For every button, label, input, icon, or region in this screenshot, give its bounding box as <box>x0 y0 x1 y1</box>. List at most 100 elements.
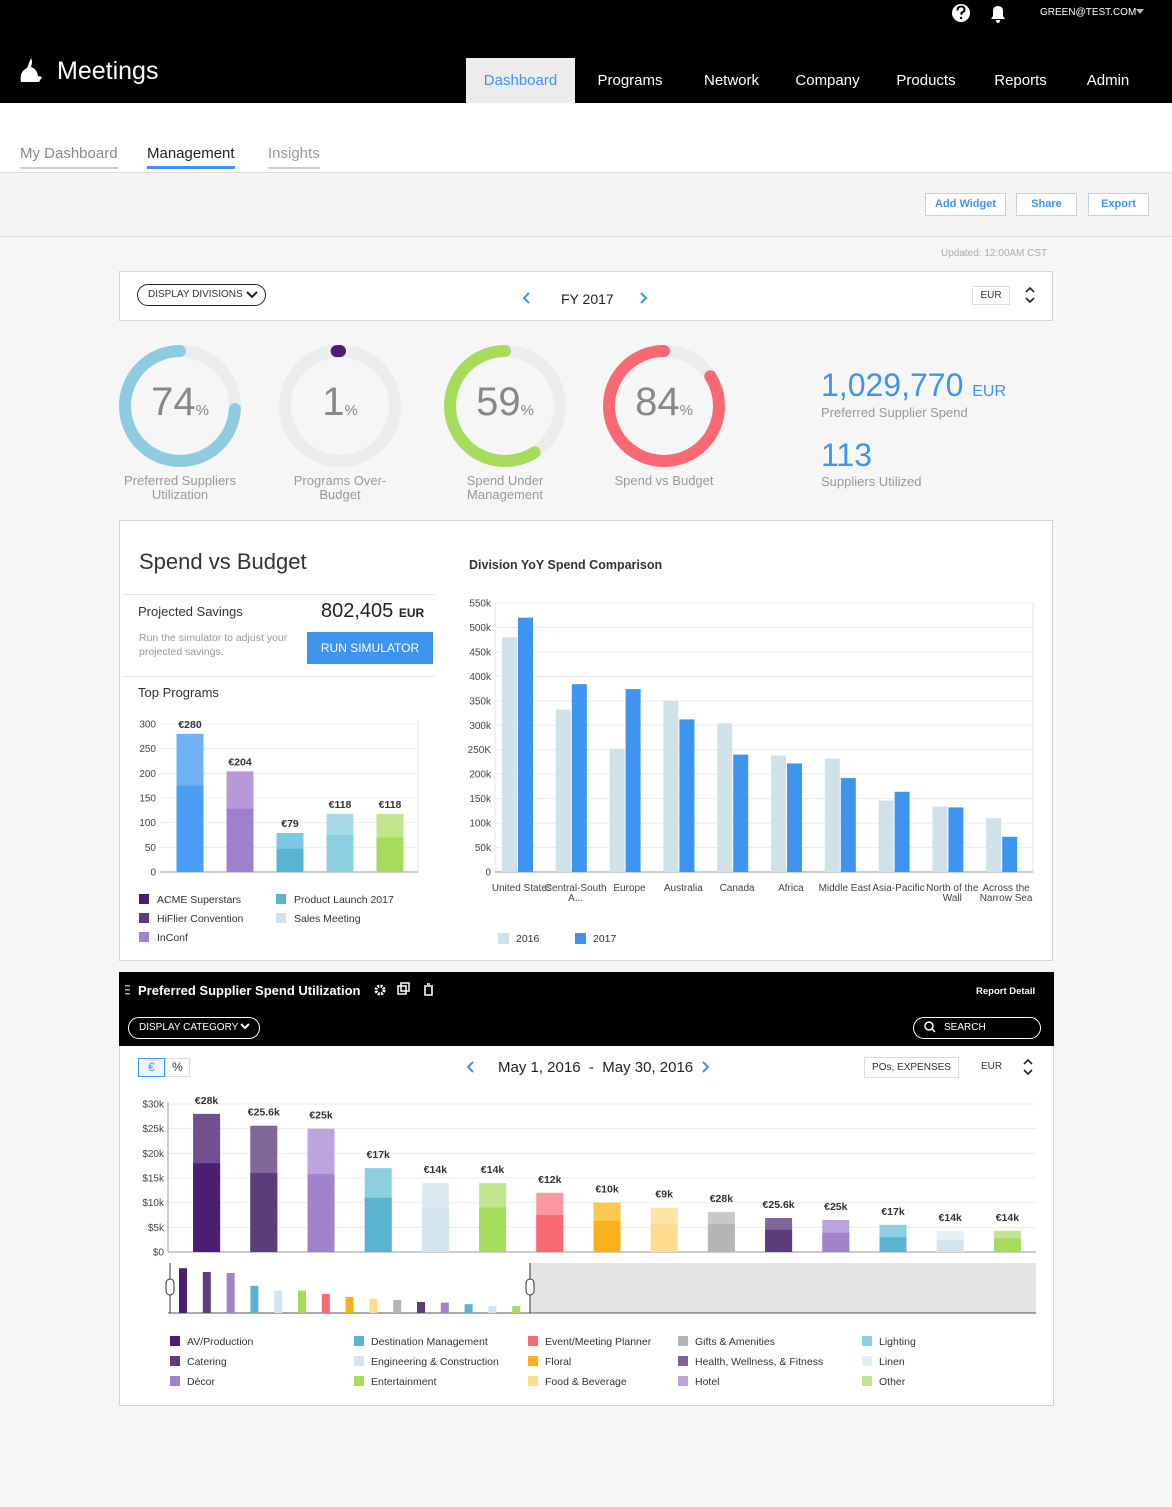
grip <box>125 993 130 995</box>
trash-icon[interactable] <box>424 983 433 996</box>
y-tick-label: 250K <box>468 745 492 756</box>
value-label: €14k <box>939 1212 963 1224</box>
bar-segment <box>276 848 304 872</box>
legend-swatch <box>354 1356 364 1366</box>
savings-value: 802,405 <box>321 600 394 622</box>
subtab[interactable]: My Dashboard <box>20 145 118 169</box>
subtab[interactable]: Insights <box>268 145 320 169</box>
bar <box>717 723 733 872</box>
legend-swatch <box>678 1336 688 1346</box>
legend-swatch <box>528 1356 538 1366</box>
overview-bar <box>440 1302 449 1313</box>
legend-swatch <box>354 1336 364 1346</box>
y-tick-label: 0 <box>485 868 491 879</box>
kpi-unit: % <box>679 402 693 419</box>
y-tick-label: 150k <box>469 794 492 805</box>
user-caret[interactable] <box>1136 9 1144 14</box>
display-divisions[interactable]: DISPLAY DIVISIONS <box>137 284 266 306</box>
y-tick-label: 550k <box>469 599 492 610</box>
next-arrow[interactable] <box>640 292 648 304</box>
nav-tab[interactable]: Programs <box>577 58 683 103</box>
value-label: €10k <box>595 1184 619 1196</box>
bar <box>663 700 679 872</box>
y-tick-label: 500k <box>469 623 492 634</box>
nav-tab[interactable]: Reports <box>977 58 1064 103</box>
subtab-active[interactable]: Management <box>147 145 235 169</box>
add-widget-button[interactable]: Add Widget <box>925 193 1006 216</box>
legend-swatch <box>170 1336 180 1346</box>
chart-title: Division YoY Spend Comparison <box>469 558 663 572</box>
supplier-header <box>119 972 1054 1046</box>
legend-swatch <box>528 1376 538 1386</box>
y-tick-label: 0 <box>150 868 156 879</box>
overview-bar <box>345 1297 354 1313</box>
gear-icon[interactable] <box>374 984 386 996</box>
brush-handle[interactable] <box>525 1278 535 1296</box>
search-icon[interactable] <box>924 1021 934 1031</box>
currency-stepper[interactable] <box>1025 286 1035 304</box>
y-tick-label: 100 <box>139 818 156 829</box>
prev-arrow[interactable] <box>522 292 530 304</box>
run-simulator-button[interactable]: RUN SIMULATOR <box>307 632 433 664</box>
copy-icon[interactable] <box>397 985 407 995</box>
bar <box>518 617 533 872</box>
kpi-center: 1% <box>290 380 390 425</box>
nav-tab[interactable]: Dashboard <box>466 58 575 103</box>
legend-label: Sales Meeting <box>294 913 361 925</box>
legend-label: Health, Wellness, & Fitness <box>695 1356 823 1368</box>
kpi-unit: % <box>344 402 358 419</box>
y-tick-label: 250 <box>139 744 156 755</box>
toggle-percent[interactable]: % <box>165 1058 190 1077</box>
legend-label: Product Launch 2017 <box>294 894 394 906</box>
value-label: €25.6k <box>763 1199 795 1211</box>
overview-bar <box>369 1298 378 1313</box>
legend-swatch <box>139 932 149 942</box>
source-filter[interactable]: POs, EXPENSES <box>864 1057 959 1078</box>
value-label: €25k <box>824 1201 848 1213</box>
x-tick-label: Across the Narrow Sea <box>979 883 1033 904</box>
display-category[interactable]: DISPLAY CATEGORY <box>128 1017 260 1039</box>
y-tick-label: 300k <box>469 721 492 732</box>
currency[interactable]: EUR <box>981 1061 1003 1072</box>
bar <box>771 755 786 872</box>
nav-tab[interactable]: Admin <box>1066 58 1150 103</box>
bar <box>555 709 571 872</box>
overview-bar <box>464 1304 473 1313</box>
legend-swatch <box>276 894 286 904</box>
brush-handle[interactable] <box>165 1278 175 1296</box>
grip[interactable] <box>125 985 130 987</box>
nav-tab[interactable]: Network <box>686 58 777 103</box>
legend-label: 2017 <box>593 933 617 945</box>
prev-arrow[interactable] <box>466 1061 474 1073</box>
y-tick-label: 200k <box>469 770 492 781</box>
legend-swatch <box>678 1376 688 1386</box>
legend-swatch <box>139 894 149 904</box>
share-button[interactable]: Share <box>1016 193 1077 216</box>
report-detail-link[interactable]: Report Detail <box>976 986 1036 997</box>
bell-icon[interactable] <box>991 6 1005 23</box>
legend-swatch <box>862 1336 872 1346</box>
search-box[interactable]: SEARCH <box>913 1017 1041 1039</box>
dropdown-caret[interactable] <box>240 1023 250 1030</box>
nav-tab[interactable]: Company <box>780 58 875 103</box>
currency[interactable]: EUR <box>972 286 1010 305</box>
bar <box>948 807 964 872</box>
x-tick-label: Africa <box>778 883 804 894</box>
value-label: €280 <box>178 719 202 731</box>
bar-segment <box>593 1220 621 1252</box>
kpi-center: 59% <box>455 380 555 425</box>
legend-label: Food & Beverage <box>545 1376 627 1388</box>
toggle-euro[interactable]: € <box>138 1058 165 1077</box>
y-tick-label: $25k <box>142 1124 165 1135</box>
kpi-value: 59 <box>476 380 521 424</box>
export-button[interactable]: Export <box>1088 193 1149 216</box>
legend-label: Event/Meeting Planner <box>545 1336 652 1348</box>
savings-hint: Run the simulator to adjust your project… <box>139 632 288 658</box>
next-arrow[interactable] <box>702 1061 710 1073</box>
currency-stepper[interactable] <box>1023 1058 1033 1076</box>
nav-tab[interactable]: Products <box>877 58 975 103</box>
legend-label: Engineering & Construction <box>371 1356 499 1368</box>
user-email[interactable]: GREEN@TEST.COM <box>1040 7 1137 18</box>
